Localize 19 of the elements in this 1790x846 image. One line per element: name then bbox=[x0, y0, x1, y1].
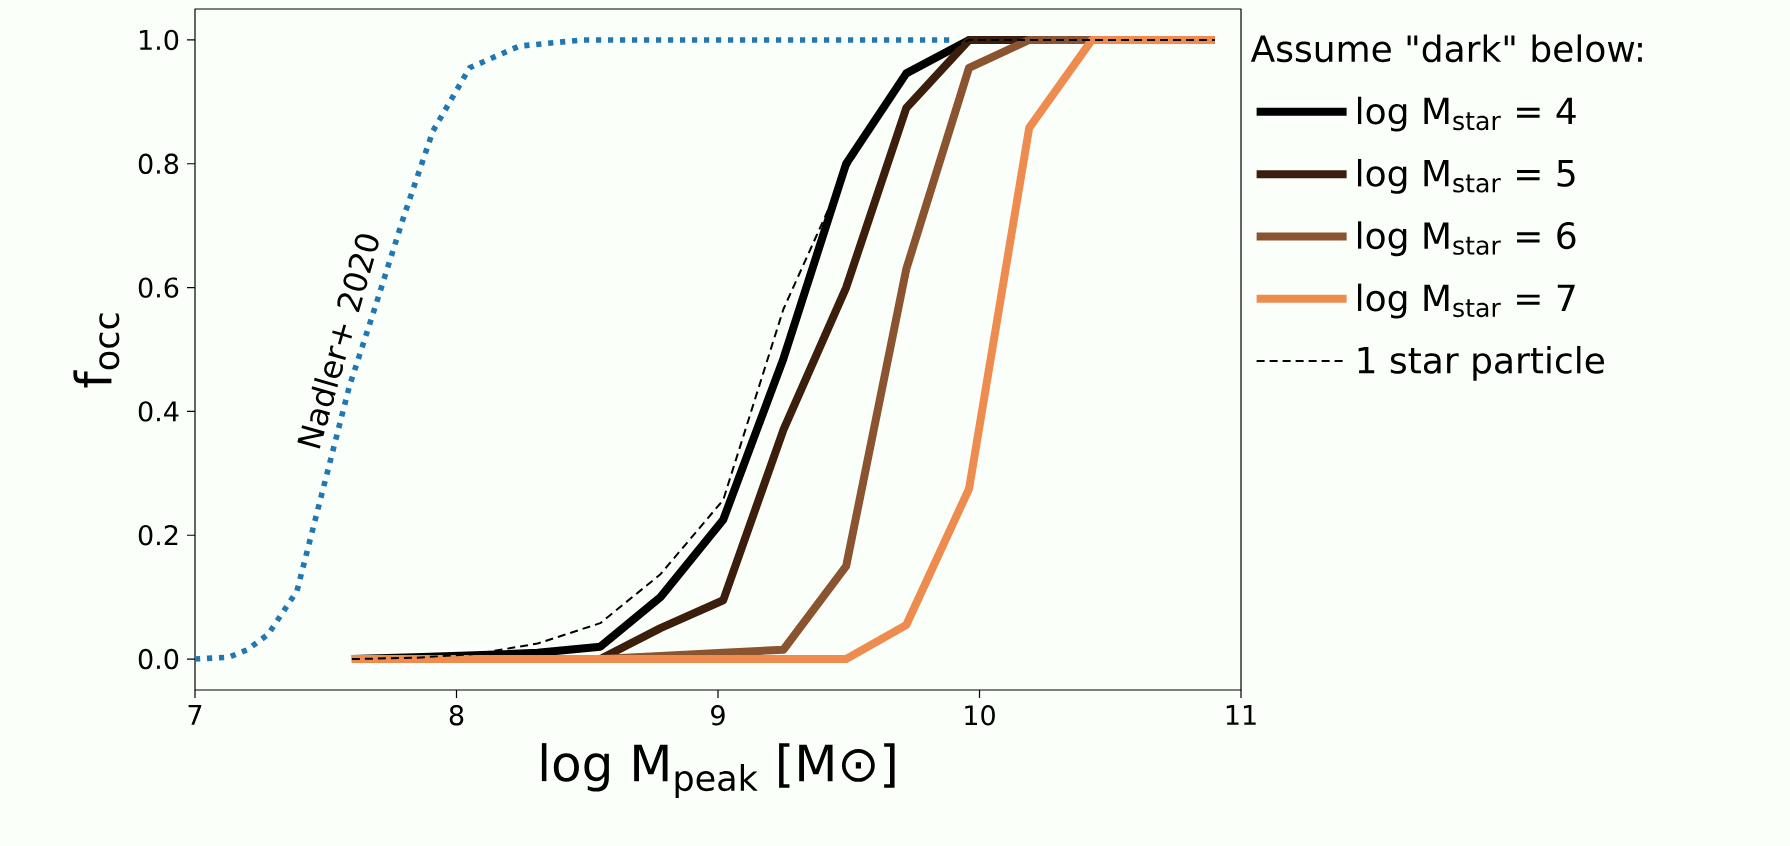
legend-title: Assume "dark" below: bbox=[1250, 34, 1642, 63]
x-tick-label: 9 bbox=[711, 705, 725, 726]
x-tick-label: 8 bbox=[449, 705, 464, 726]
x-tick-label: 7 bbox=[188, 705, 202, 725]
y-tick-label: 1.0 bbox=[139, 29, 179, 51]
y-axis-title: f$_{occ}$ bbox=[73, 313, 120, 388]
x-tick-label: 11 bbox=[1226, 705, 1256, 725]
legend-label: log M$_{star}$ = 7 bbox=[1358, 283, 1575, 319]
legend-label: log M$_{star}$ = 4 bbox=[1358, 96, 1576, 132]
legend-label: log M$_{star}$ = 6 bbox=[1358, 221, 1576, 257]
y-tick-label: 0.4 bbox=[138, 401, 179, 422]
y-tick-label: 0.0 bbox=[138, 648, 179, 670]
y-tick-label: 0.6 bbox=[138, 277, 179, 298]
legend-label: 1 star particle bbox=[1358, 345, 1604, 381]
y-tick-label: 0.2 bbox=[138, 525, 178, 546]
y-tick-label: 0.8 bbox=[138, 153, 179, 174]
x-axis-title: log M$_{peak}$ [M⊙] bbox=[541, 743, 895, 798]
x-tick-label: 10 bbox=[965, 705, 995, 726]
legend-label: log M$_{star}$ = 5 bbox=[1358, 159, 1575, 194]
